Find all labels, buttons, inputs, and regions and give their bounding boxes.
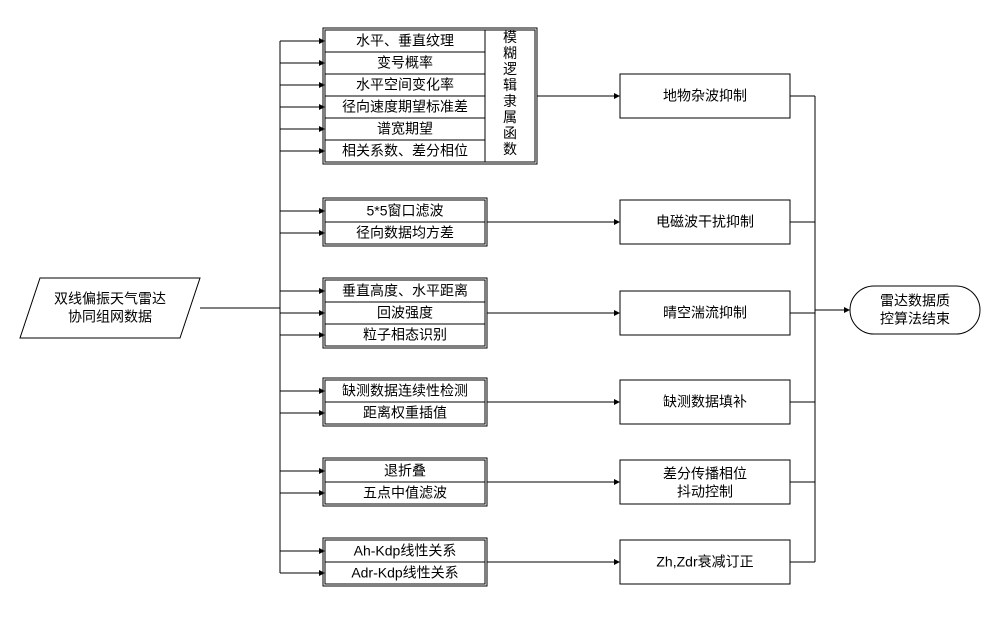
svg-text:垂直高度、水平距离: 垂直高度、水平距离 [342,283,468,299]
svg-text:数: 数 [503,141,517,157]
svg-text:晴空湍流抑制: 晴空湍流抑制 [663,305,747,321]
svg-text:水平、垂直纹理: 水平、垂直纹理 [356,33,454,49]
svg-text:电磁波干扰抑制: 电磁波干扰抑制 [656,214,754,230]
svg-text:距离权重插值: 距离权重插值 [363,405,447,421]
svg-text:5*5窗口滤波: 5*5窗口滤波 [366,203,443,219]
svg-text:粒子相态识别: 粒子相态识别 [363,327,447,343]
svg-text:Ah-Kdp线性关系: Ah-Kdp线性关系 [354,543,457,559]
svg-text:五点中值滤波: 五点中值滤波 [363,485,447,501]
svg-text:Adr-Kdp线性关系: Adr-Kdp线性关系 [351,565,458,581]
svg-text:缺测数据填补: 缺测数据填补 [663,394,747,410]
svg-text:协同组网数据: 协同组网数据 [68,309,152,325]
svg-text:径向速度期望标准差: 径向速度期望标准差 [342,99,468,115]
svg-text:隶: 隶 [503,93,517,109]
svg-text:属: 属 [503,109,517,125]
svg-text:径向数据均方差: 径向数据均方差 [356,225,454,241]
svg-text:地物杂波抑制: 地物杂波抑制 [663,88,747,104]
svg-text:变号概率: 变号概率 [377,55,433,71]
svg-text:缺测数据连续性检测: 缺测数据连续性检测 [342,383,468,399]
svg-text:差分传播相位: 差分传播相位 [663,466,747,482]
svg-text:辑: 辑 [503,77,517,93]
flow-diagram: 双线偏振天气雷达协同组网数据 雷达数据质控算法结束 水平、垂直纹理变号概率水平空间变… [0,0,1000,634]
svg-text:谱宽期望: 谱宽期望 [377,121,433,137]
svg-text:糊: 糊 [503,45,517,61]
svg-text:逻: 逻 [503,61,517,77]
svg-text:函: 函 [503,125,517,141]
svg-text:退折叠: 退折叠 [384,463,426,479]
svg-text:Zh,Zdr衰减订正: Zh,Zdr衰减订正 [656,554,753,570]
svg-text:相关系数、差分相位: 相关系数、差分相位 [342,143,468,159]
svg-text:模: 模 [503,29,517,45]
svg-text:控算法结束: 控算法结束 [880,311,950,327]
svg-text:抖动控制: 抖动控制 [677,484,733,500]
svg-text:水平空间变化率: 水平空间变化率 [356,77,454,93]
svg-text:双线偏振天气雷达: 双线偏振天气雷达 [54,291,166,307]
svg-text:回波强度: 回波强度 [377,305,433,321]
svg-text:雷达数据质: 雷达数据质 [880,293,950,309]
